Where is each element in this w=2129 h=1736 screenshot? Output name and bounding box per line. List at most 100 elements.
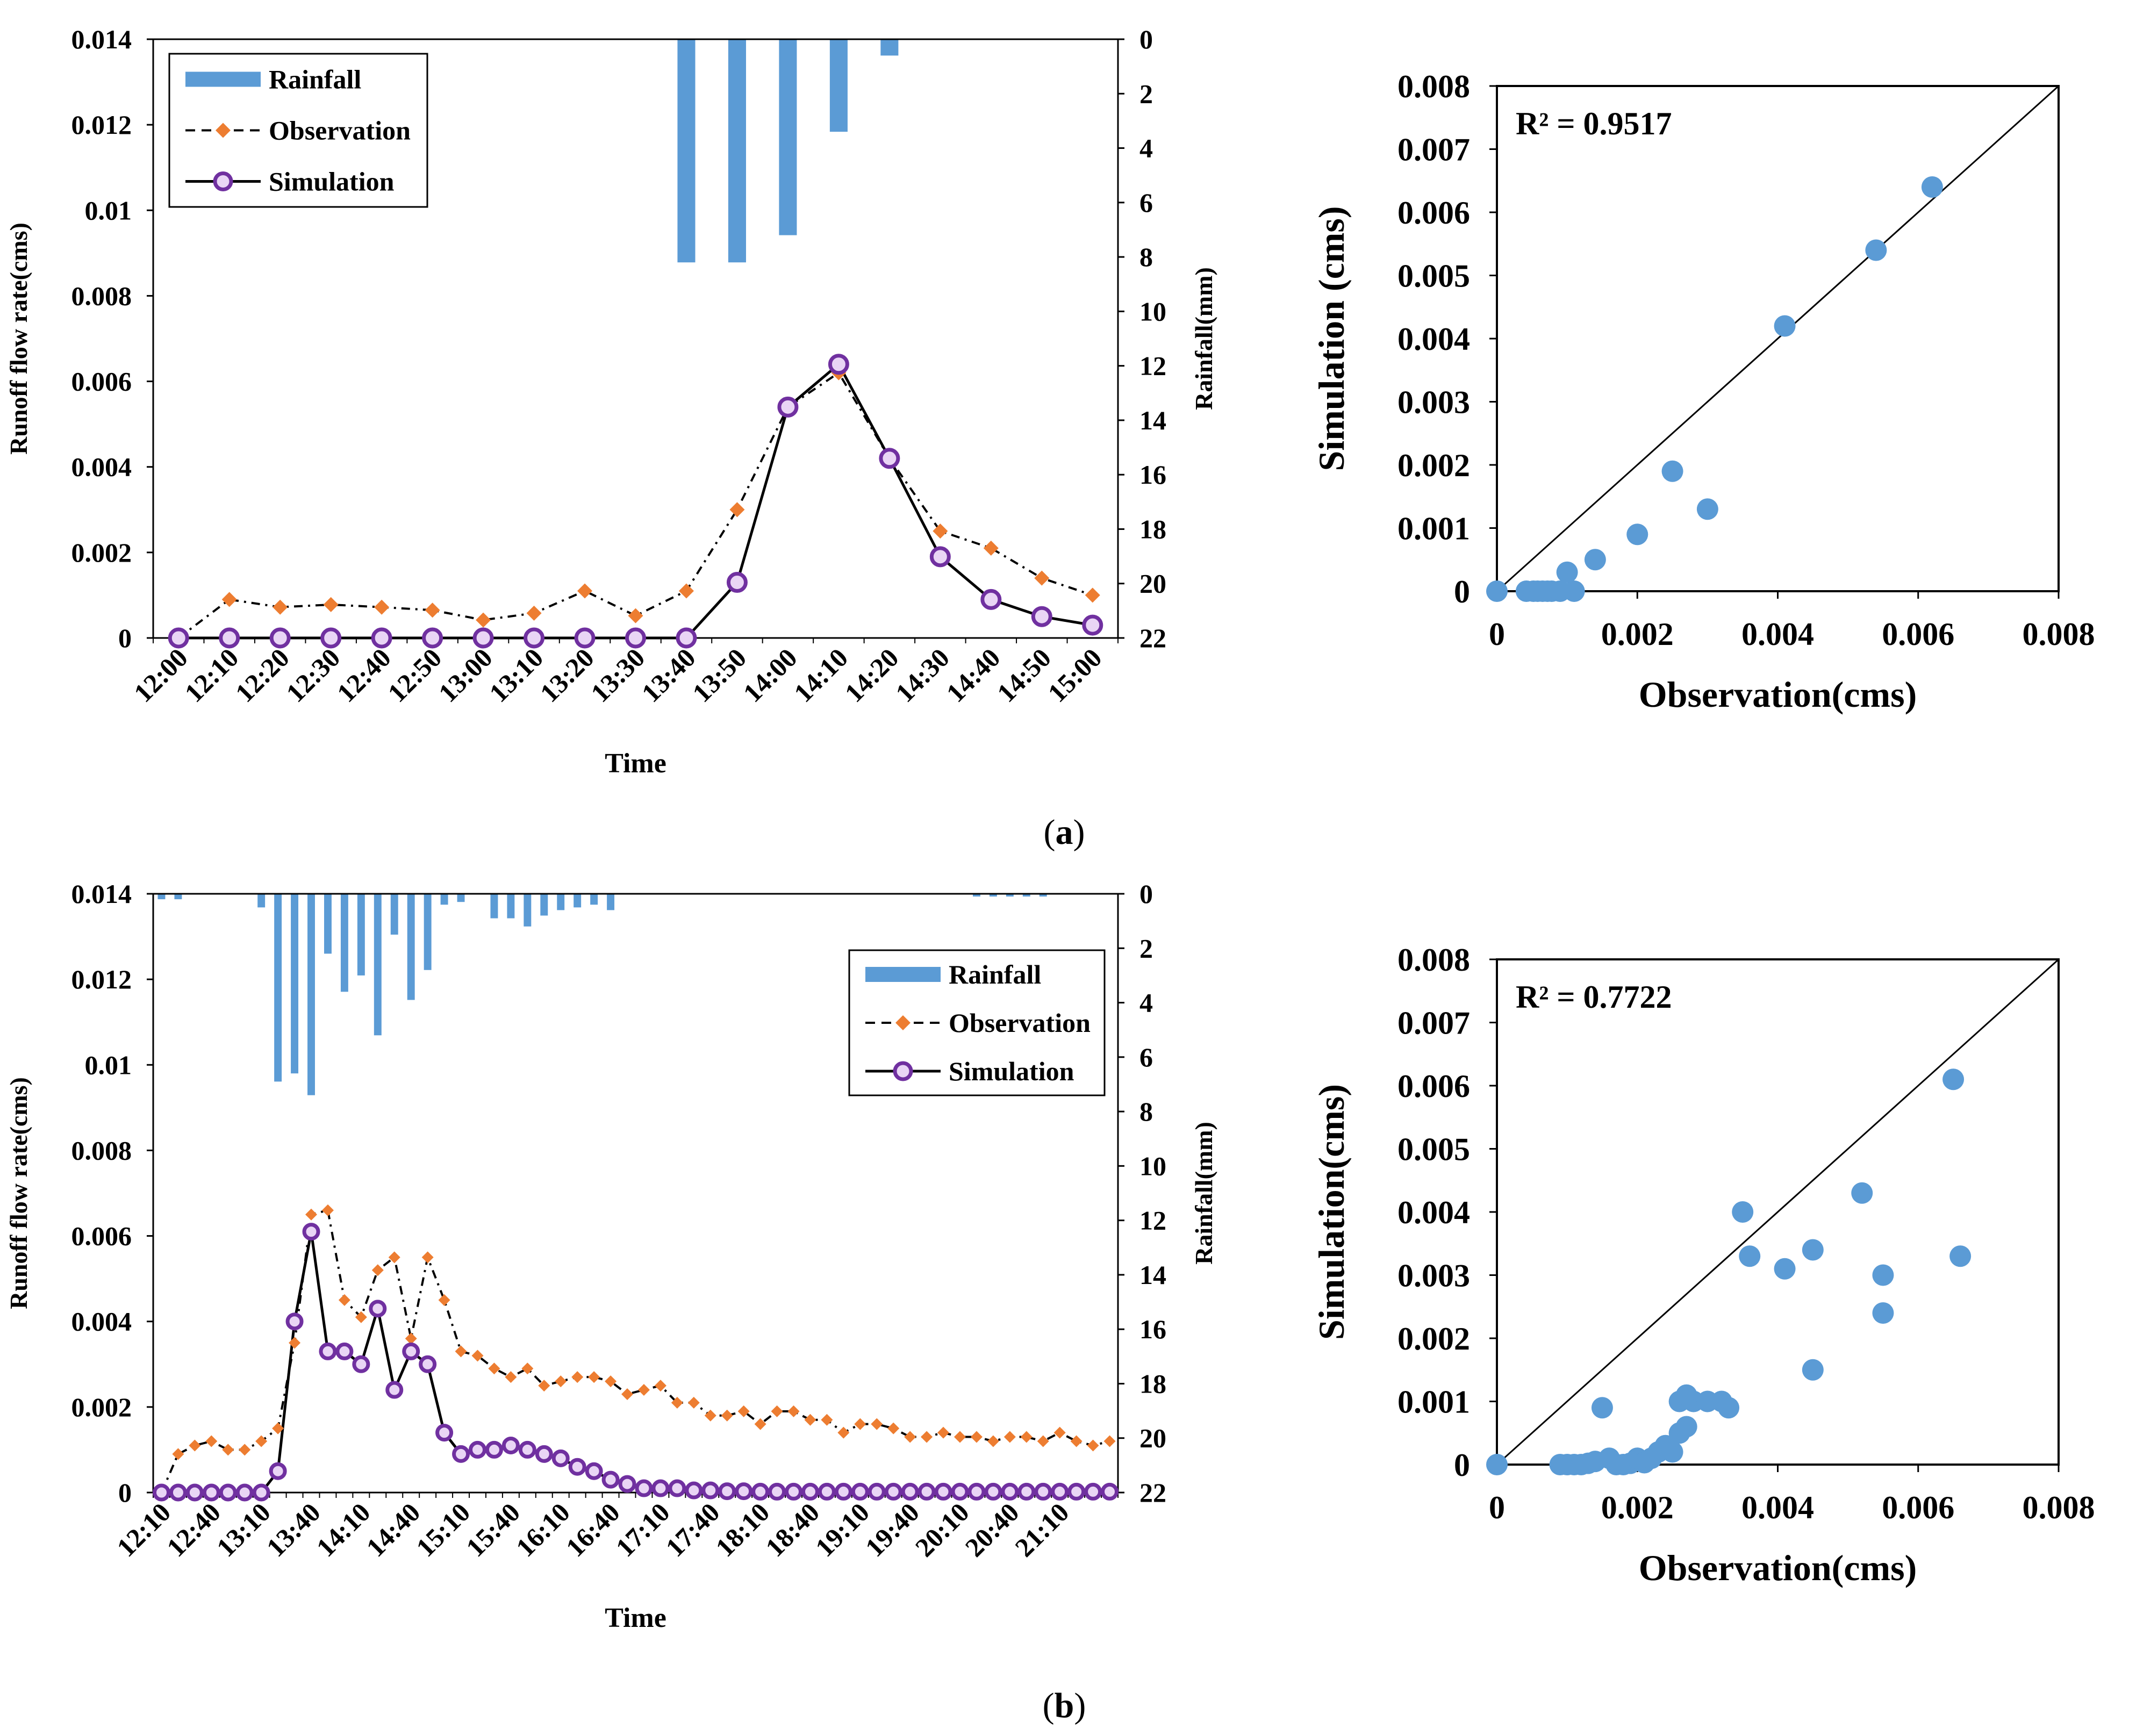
observation-point xyxy=(577,583,593,599)
simulation-point xyxy=(618,1475,636,1493)
observation-point xyxy=(1003,1431,1016,1443)
caption-b: (b) xyxy=(1043,1686,1086,1725)
observation-point xyxy=(438,1294,450,1306)
observation-point xyxy=(628,608,643,623)
y2-tick-label: 16 xyxy=(1139,1314,1166,1344)
rainfall-bar xyxy=(307,894,315,1095)
x-tick-label: 14:10 xyxy=(311,1497,376,1562)
simulation-point xyxy=(851,1482,869,1501)
rainfall-bar xyxy=(440,894,448,905)
observation-point xyxy=(521,1362,534,1375)
simulation-point xyxy=(685,1481,703,1500)
legend-rainfall-swatch xyxy=(185,71,261,87)
y-tick-label: 0.002 xyxy=(71,1392,132,1422)
x-tick-label: 0.004 xyxy=(1741,1490,1814,1525)
x-axis-title: Observation(cms) xyxy=(1639,674,1917,715)
x-tick-label: 20:10 xyxy=(909,1497,975,1562)
simulation-point xyxy=(951,1482,969,1501)
simulation-point xyxy=(879,448,900,469)
y-tick-label: 0.008 xyxy=(1397,942,1470,978)
rainfall-bar xyxy=(779,39,797,235)
scatter-point xyxy=(1774,1258,1796,1280)
simulation-point xyxy=(524,627,545,649)
y2-tick-label: 16 xyxy=(1139,460,1166,490)
x-tick-label: 13:40 xyxy=(261,1497,326,1562)
simulation-point xyxy=(252,1483,270,1502)
x-tick-label: 14:50 xyxy=(991,642,1057,708)
observation-point xyxy=(937,1426,950,1439)
observation-point xyxy=(1070,1435,1083,1447)
x-axis-title: Time xyxy=(605,748,666,779)
y-tick-label: 0.005 xyxy=(1397,259,1470,294)
x-tick-label: 15:40 xyxy=(460,1497,526,1562)
observation-point xyxy=(1034,570,1050,586)
chart-b-scatter: 0 0.001 0.002 0.003 0.004 0.005 0.006 0.007 0.00… xyxy=(1311,942,2095,1588)
y-tick-label: 0 xyxy=(1454,1447,1470,1483)
y2-tick-label: 22 xyxy=(1139,623,1166,653)
observation-point xyxy=(1085,587,1100,603)
y-tick-label: 0 xyxy=(118,623,132,653)
y-tick-label: 0.001 xyxy=(1397,511,1470,547)
y-tick-label: 0.008 xyxy=(71,281,132,311)
simulation-point xyxy=(574,627,596,649)
y-tick-label: 0.002 xyxy=(1397,1321,1470,1357)
y2-tick-label: 6 xyxy=(1139,188,1153,218)
scatter-point xyxy=(1584,549,1606,571)
observation-point xyxy=(526,605,542,621)
rainfall-bar xyxy=(274,894,282,1082)
observation-point xyxy=(621,1388,634,1400)
simulation-point xyxy=(435,1424,454,1442)
observation-point xyxy=(1037,1435,1049,1447)
scatter-point xyxy=(1942,1068,1965,1091)
scatter-point xyxy=(1921,176,1943,198)
scatter-point xyxy=(1774,315,1796,337)
caption-b-letter: b xyxy=(1055,1686,1074,1725)
observation-point xyxy=(189,1439,201,1452)
legend-rainfall-label: Rainfall xyxy=(949,959,1041,989)
simulation-point xyxy=(777,396,799,418)
simulation-point xyxy=(980,589,1002,610)
observation-point xyxy=(837,1426,850,1439)
y2-tick-label: 12 xyxy=(1139,351,1166,381)
y2-tick-label: 4 xyxy=(1139,988,1153,1018)
x-tick-label: 19:40 xyxy=(859,1497,925,1562)
rainfall-bar xyxy=(590,894,598,905)
scatter-point xyxy=(1696,498,1718,520)
rainfall-bar xyxy=(829,39,848,132)
legend-observation-label: Observation xyxy=(949,1008,1091,1038)
observation-point xyxy=(721,1409,733,1422)
simulation-point xyxy=(834,1482,852,1501)
y-tick-label: 0.005 xyxy=(1397,1132,1470,1167)
x-tick-label: 17:40 xyxy=(660,1497,725,1562)
scatter-point xyxy=(1718,1397,1740,1419)
x-tick-label: 18:40 xyxy=(759,1497,825,1562)
simulation-point xyxy=(967,1482,986,1501)
simulation-point xyxy=(269,1462,287,1480)
y2-tick-label: 18 xyxy=(1139,1368,1166,1398)
simulation-point xyxy=(535,1445,553,1463)
rainfall-bar xyxy=(524,894,532,927)
observation-point xyxy=(933,523,948,539)
simulation-point xyxy=(718,1482,736,1501)
rainfall-bar xyxy=(1006,894,1014,897)
y-axis-title: Runoff flow rate(cms) xyxy=(5,1077,32,1309)
r-squared-label: R² = 0.7722 xyxy=(1516,979,1672,1015)
simulation-point xyxy=(168,627,189,649)
simulation-point xyxy=(625,627,646,649)
rainfall-bar xyxy=(291,894,299,1074)
y-tick-label: 0.006 xyxy=(1397,1068,1470,1104)
observation-point xyxy=(239,1444,251,1456)
x-tick-label: 12:30 xyxy=(280,642,346,708)
rainfall-bar xyxy=(728,39,746,263)
x-tick-label: 12:00 xyxy=(128,642,193,708)
simulation-point xyxy=(585,1462,603,1480)
x-tick-label: 0.006 xyxy=(1882,616,1954,652)
x-tick-label: 20:40 xyxy=(959,1497,1025,1562)
observation-point xyxy=(205,1435,218,1447)
rainfall-bar xyxy=(507,894,515,919)
simulation-point xyxy=(169,1483,187,1502)
caption-a: (a) xyxy=(1044,813,1085,852)
simulation-point xyxy=(371,627,392,649)
x-tick-label: 12:50 xyxy=(382,642,447,708)
